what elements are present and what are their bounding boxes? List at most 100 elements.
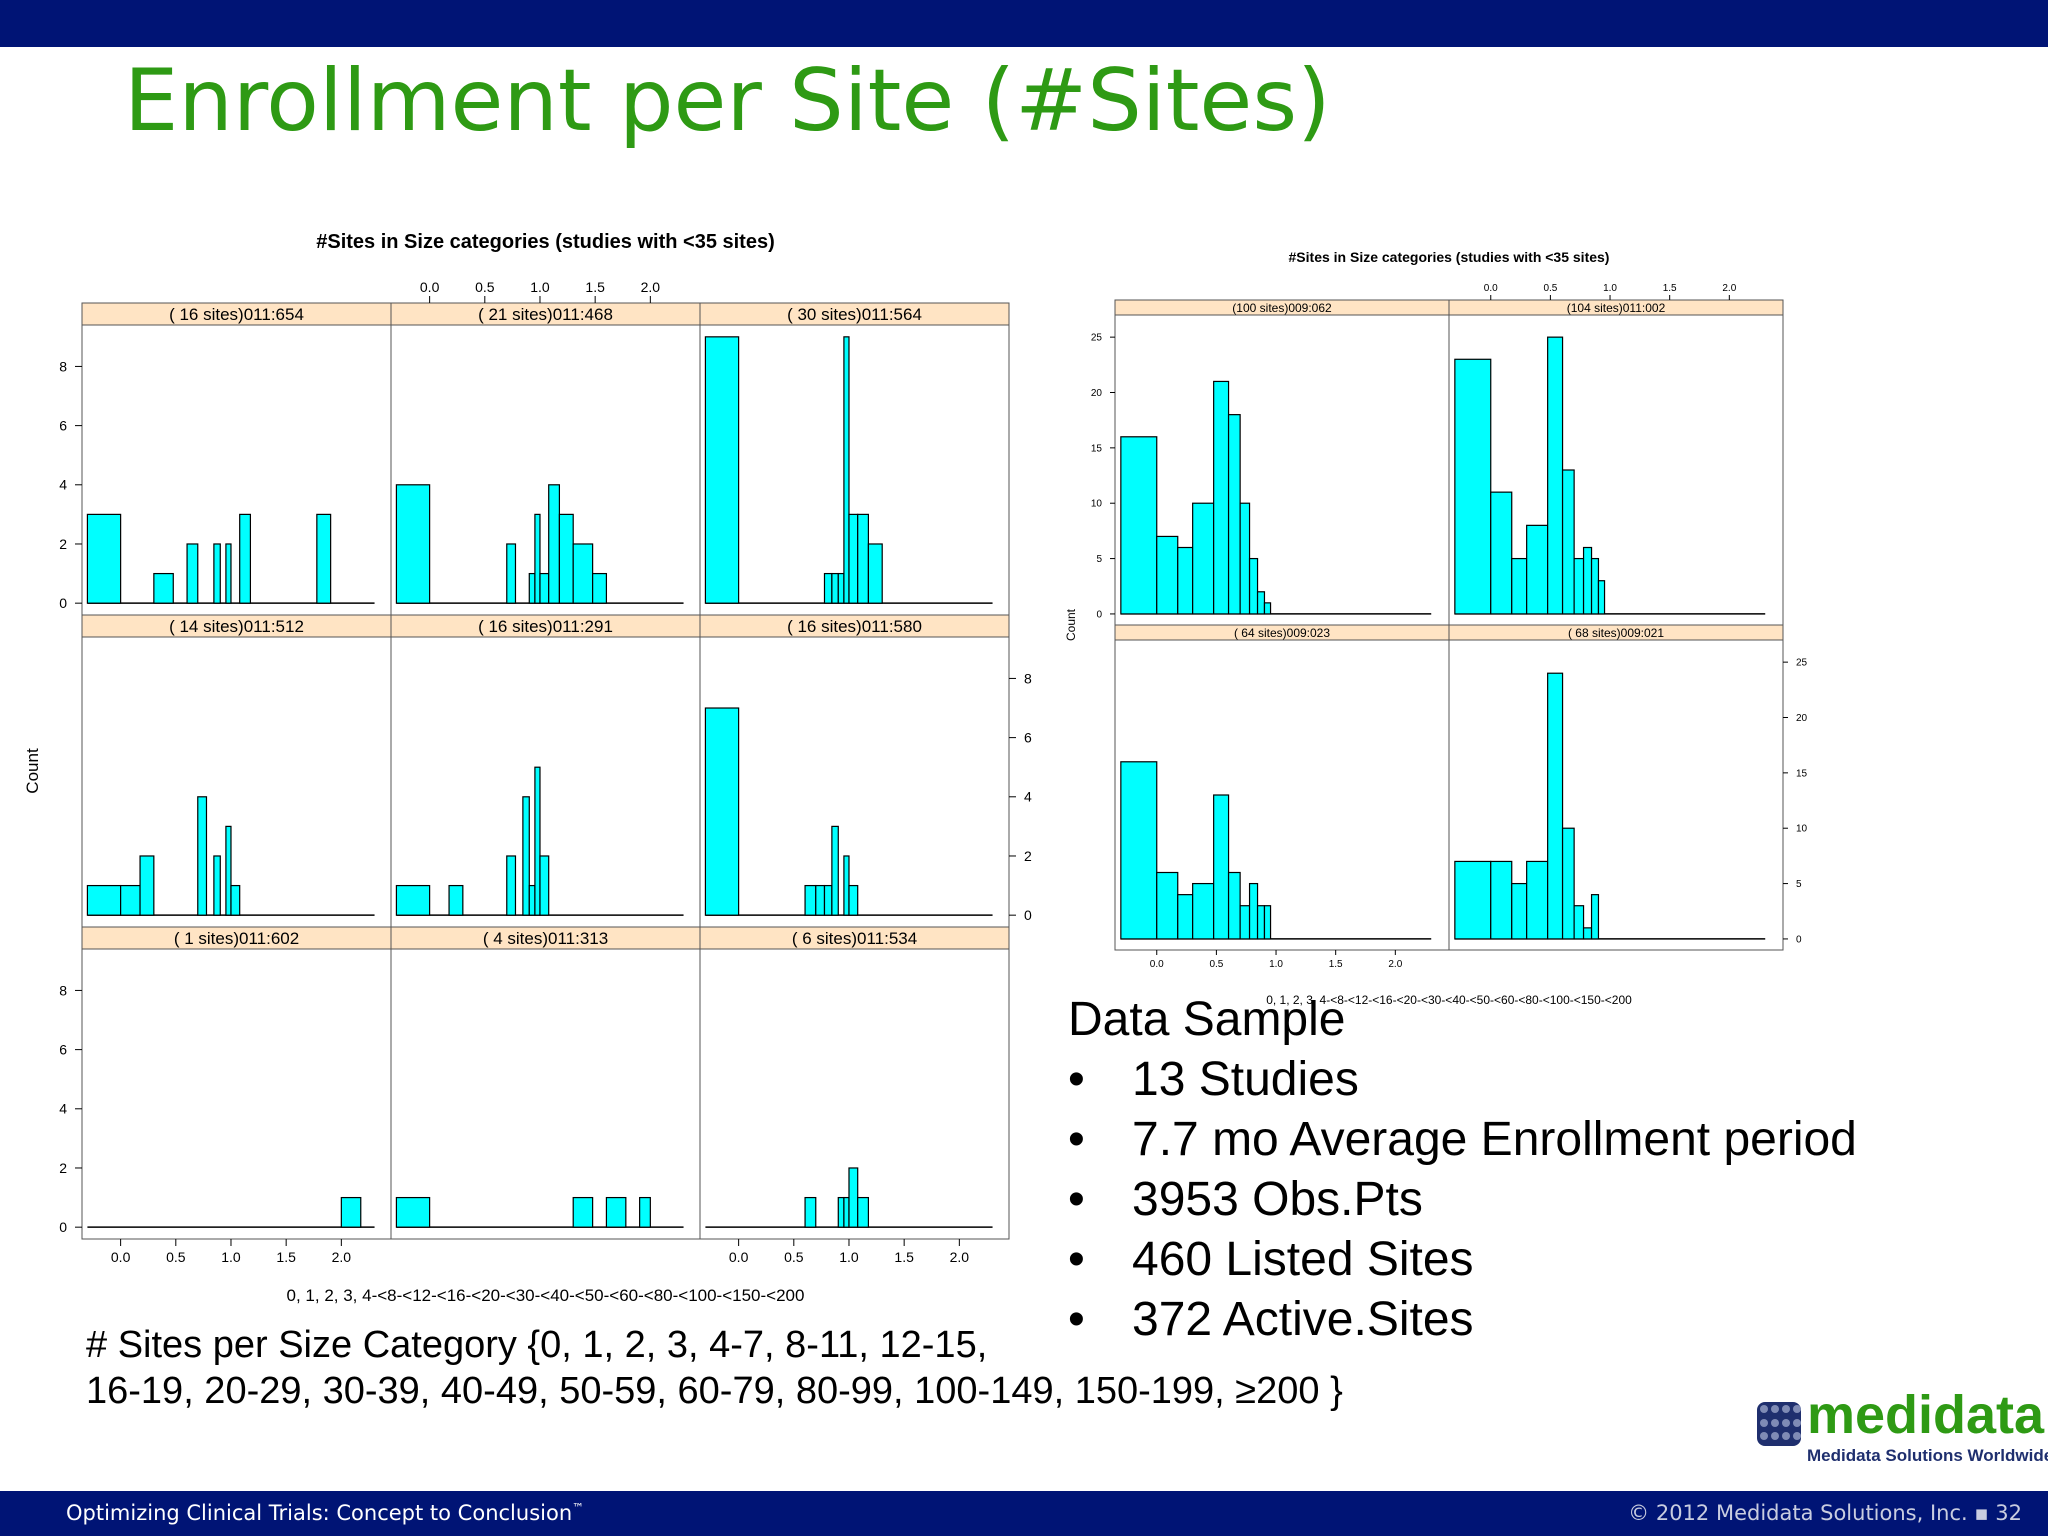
y-tick-label: 5 [1096, 554, 1102, 565]
panel-label: ( 21 sites)011:468 [478, 305, 613, 324]
chart-title: #Sites in Size categories (studies with … [316, 231, 775, 253]
histogram-bar [804, 1196, 817, 1228]
histogram-bar [225, 543, 232, 604]
y-tick-label: 2 [59, 536, 67, 552]
histogram-bar [605, 1196, 627, 1228]
histogram-bar [213, 855, 221, 916]
data-sample-heading: Data Sample [1068, 993, 1346, 1046]
histogram-bar [1227, 414, 1241, 615]
y-tick-label: 8 [1024, 670, 1032, 686]
histogram-bar [1120, 436, 1158, 615]
y-tick-label: 2 [59, 1160, 67, 1176]
histogram-bar [86, 884, 122, 916]
y-tick-label: 0 [59, 595, 67, 611]
histogram-bar [1590, 894, 1600, 940]
histogram-bar [86, 513, 122, 604]
y-axis-label: Count [1064, 608, 1078, 641]
histogram-bar [831, 825, 839, 916]
y-tick-label: 25 [1091, 333, 1103, 344]
x-tick-label: 2.0 [332, 1249, 352, 1265]
panel-label: ( 16 sites)011:291 [478, 617, 613, 636]
data-sample-bullet: 460 Listed Sites [1068, 1230, 1857, 1290]
y-tick-label: 10 [1796, 824, 1808, 835]
histogram-bar [1239, 905, 1251, 940]
histogram-bar [1454, 860, 1492, 940]
panel-label: ( 16 sites)011:654 [169, 305, 304, 324]
histogram-bar [1213, 794, 1230, 940]
histogram-bar [1213, 380, 1230, 615]
footer-tagline-text: Optimizing Clinical Trials: Concept to C… [66, 1501, 573, 1525]
y-tick-label: 5 [1796, 879, 1802, 890]
y-tick-label: 4 [59, 1101, 67, 1117]
y-tick-label: 4 [59, 477, 67, 493]
histogram-bar [1256, 591, 1266, 615]
trademark-mark: ™ [572, 1501, 585, 1515]
x-tick-label: 0.0 [420, 279, 440, 295]
histogram-bar [506, 543, 517, 604]
y-tick-label: 0 [1024, 907, 1032, 923]
histogram-bar [1490, 860, 1513, 940]
panel-label: ( 14 sites)011:512 [169, 617, 304, 636]
chart-title: #Sites in Size categories (studies with … [1289, 249, 1610, 265]
x-tick-label: 1.0 [1603, 283, 1617, 294]
top-bar [0, 0, 2048, 47]
x-tick-label: 2.0 [950, 1249, 970, 1265]
histogram-bar [1547, 336, 1564, 615]
y-tick-label: 20 [1091, 388, 1103, 399]
histogram-bar [1573, 557, 1585, 615]
x-tick-label: 0.0 [111, 1249, 131, 1265]
histogram-bar [225, 825, 232, 916]
histogram-bar [704, 707, 740, 916]
y-tick-label: 25 [1796, 658, 1808, 669]
histogram-bar [1248, 557, 1259, 615]
x-tick-label: 0.0 [1150, 959, 1164, 970]
size-category-note-line: # Sites per Size Category {0, 1, 2, 3, 4… [86, 1324, 988, 1366]
histogram-bar [1192, 882, 1215, 940]
histogram-bar [639, 1196, 651, 1228]
histogram-bar [1248, 882, 1259, 940]
y-axis-label: Count [23, 748, 42, 794]
x-tick-label: 0.5 [784, 1249, 804, 1265]
x-tick-label: 1.5 [276, 1249, 296, 1265]
x-tick-label: 0.5 [1209, 959, 1223, 970]
histogram-bar [1263, 905, 1272, 940]
y-tick-label: 6 [59, 418, 67, 434]
histogram-bar [1227, 871, 1241, 940]
x-axis-label: 0, 1, 2, 3, 4-<8-<12-<16-<20-<30-<40-<50… [1266, 993, 1632, 1007]
x-tick-label: 1.5 [894, 1249, 914, 1265]
histogram-bar [1511, 882, 1528, 940]
histogram-bar [592, 572, 608, 604]
y-tick-label: 8 [59, 358, 67, 374]
x-tick-label: 0.5 [1543, 283, 1557, 294]
x-axis-label: 0, 1, 2, 3, 4-<8-<12-<16-<20-<30-<40-<50… [287, 1286, 805, 1305]
panel-label: (100 sites)009:062 [1232, 301, 1332, 315]
x-tick-label: 1.0 [839, 1249, 859, 1265]
histogram-bar [1192, 502, 1215, 615]
panel-frame [1448, 639, 1784, 951]
histogram-bar [395, 1196, 431, 1228]
histogram-bar [1156, 871, 1179, 940]
histogram-bar [1561, 469, 1575, 615]
y-tick-label: 20 [1796, 713, 1808, 724]
panel-frame [699, 948, 1010, 1240]
y-tick-label: 15 [1091, 443, 1103, 454]
x-tick-label: 0.5 [475, 279, 495, 295]
histogram-bar [1454, 358, 1492, 615]
panel-label: ( 16 sites)011:580 [787, 617, 922, 636]
histogram-bar [1239, 502, 1251, 615]
histogram-bar [1263, 602, 1272, 615]
histogram-bar [857, 1196, 870, 1228]
size-category-note: # Sites per Size Category {0, 1, 2, 3, 4… [86, 1322, 1343, 1414]
x-tick-label: 2.0 [641, 279, 661, 295]
x-tick-label: 1.0 [221, 1249, 241, 1265]
panel-label: ( 30 sites)011:564 [787, 305, 922, 324]
y-tick-label: 4 [1024, 789, 1032, 805]
x-tick-label: 1.0 [530, 279, 550, 295]
histogram-bar [539, 855, 550, 916]
data-sample-list: 13 Studies 7.7 mo Average Enrollment per… [1068, 1050, 1857, 1350]
panel-label: (104 sites)011:002 [1567, 301, 1666, 315]
histogram-bar [448, 884, 464, 916]
x-tick-label: 0.0 [729, 1249, 749, 1265]
histogram-bar [1526, 860, 1549, 940]
slide-title: Enrollment per Site (#Sites) [124, 51, 1331, 151]
